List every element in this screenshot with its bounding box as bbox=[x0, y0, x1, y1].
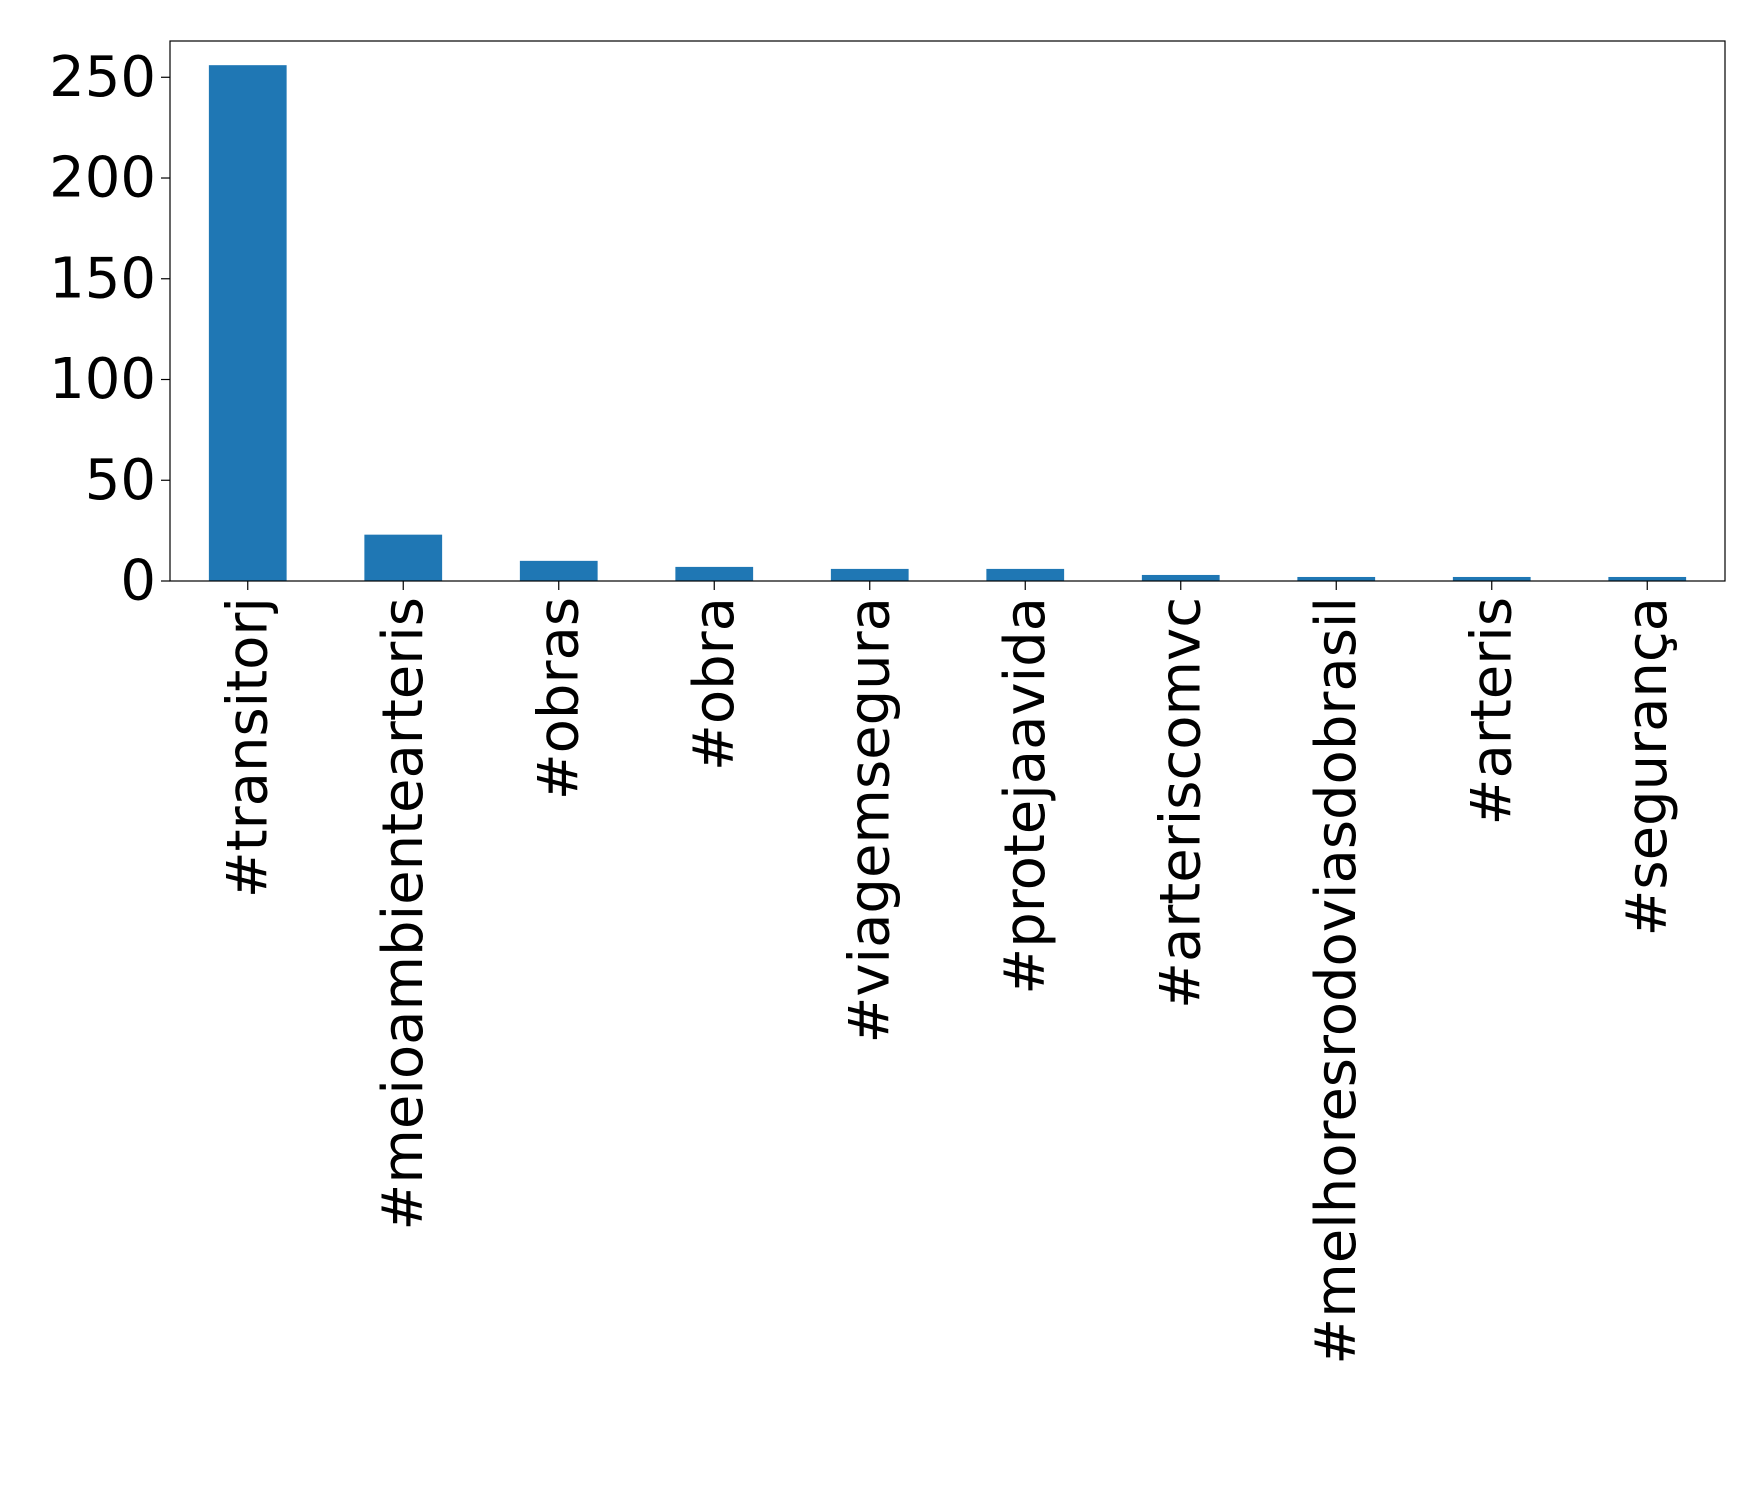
y-tick-label-0: 0 bbox=[120, 549, 156, 614]
x-tick-label-7: #melhoresrodoviasdobrasil bbox=[1304, 597, 1369, 1365]
bar-6 bbox=[1141, 574, 1220, 581]
y-tick-label-4: 200 bbox=[49, 146, 156, 211]
y-tick-label-3: 150 bbox=[49, 246, 156, 311]
bar-8 bbox=[1452, 576, 1531, 581]
y-tick-label-1: 50 bbox=[85, 448, 156, 513]
x-tick-label-2: #obras bbox=[526, 597, 591, 800]
x-tick-label-1: #meioambientearteris bbox=[371, 597, 436, 1231]
plot-frame bbox=[169, 40, 1726, 582]
bar-2 bbox=[519, 560, 598, 581]
x-tick-label-6: #arteriscomvc bbox=[1148, 597, 1213, 1009]
bar-1 bbox=[364, 534, 443, 581]
bar-3 bbox=[675, 566, 754, 581]
bar-0 bbox=[208, 65, 287, 582]
y-tick-label-2: 100 bbox=[49, 347, 156, 412]
bar-9 bbox=[1608, 576, 1687, 581]
x-tick-label-8: #arteris bbox=[1459, 597, 1524, 825]
bar-7 bbox=[1297, 576, 1376, 581]
x-tick-label-5: #protejaavida bbox=[993, 597, 1058, 995]
x-tick-label-4: #viagemsegura bbox=[837, 597, 902, 1044]
x-tick-label-9: #segurança bbox=[1615, 597, 1680, 937]
x-tick-label-0: #transitorj bbox=[215, 597, 280, 898]
bar-4 bbox=[830, 568, 909, 581]
x-tick-label-3: #obra bbox=[682, 597, 747, 771]
bar-5 bbox=[986, 568, 1065, 581]
y-tick-label-5: 250 bbox=[49, 45, 156, 110]
